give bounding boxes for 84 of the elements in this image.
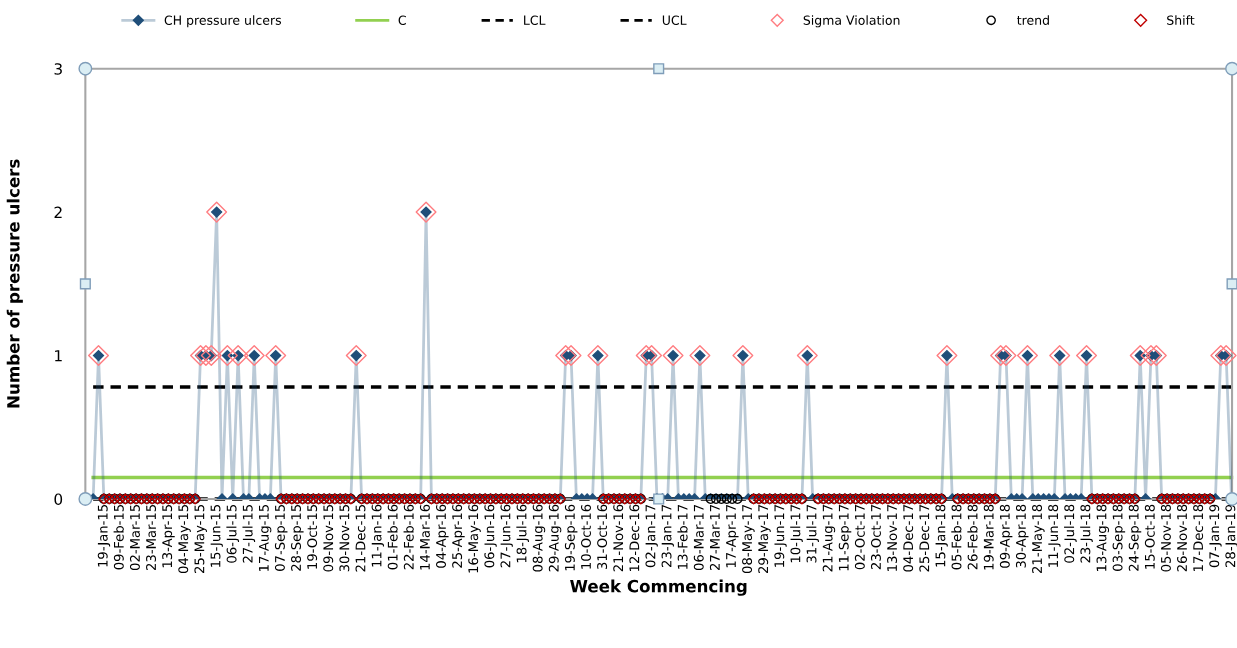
x-tick-label: 12-Dec-16 [629,504,640,572]
y-tick-label: 3 [54,63,62,75]
x-tick-label: 06-Mar-17 [693,504,704,571]
x-tick-label: 13-Apr-15 [162,504,175,568]
legend-label: UCL [662,15,687,25]
x-tick-label: 11-Jun-18 [1048,504,1061,567]
x-tick-label: 23-Jan-17 [661,504,674,568]
x-tick-label: 23-Mar-15 [146,504,157,571]
x-tick-label: 27-Jun-16 [500,504,513,568]
x-tick-label: 14-Mar-16 [419,504,430,570]
x-tick-label: 19-Mar-18 [983,504,994,570]
legend-label: Sigma Violation [803,15,900,28]
x-tick-label: 04-Apr-16 [436,504,449,568]
x-tick-label: 02-Mar-15 [129,504,140,571]
x-tick-label: 26-Nov-18 [1177,504,1188,572]
x-tick-label: 04-Dec-17 [903,504,914,572]
legend-label: trend [1017,15,1049,25]
x-tick-label: 29-Aug-16 [548,504,562,572]
y-axis-title: Number of pressure ulcers [6,159,23,408]
x-tick-label: 13-Feb-17 [677,504,688,569]
x-tick-label: 19-Jun-17 [774,504,787,567]
x-tick-label: 08-May-17 [742,504,755,574]
x-tick-label: 17-Apr-17 [726,504,739,568]
x-tick-label: 23-Jul-18 [1080,504,1093,563]
x-tick-label: 19-Sep-16 [564,504,578,571]
x-tick-label: 15-Jan-18 [935,504,948,567]
x-tick-label: 15-Jun-15 [210,504,223,567]
y-tick-label: 2 [54,206,62,218]
x-tick-label: 31-Jul-17 [806,504,819,563]
legend-label: C [398,15,406,25]
x-tick-label: 25-Dec-17 [919,504,930,572]
x-tick-label: 10-Oct-16 [581,504,591,569]
x-tick-label: 02-Oct-17 [854,504,865,570]
x-tick-label: 06-Jun-16 [484,504,497,568]
x-tick-label: 10-Jul-17 [790,504,803,563]
x-tick-label: 04-May-15 [178,504,191,574]
x-tick-label: 07-Jan-19 [1209,504,1222,568]
x-tick-label: 17-Aug-15 [258,504,272,571]
x-tick-label: 27-Mar-17 [709,504,720,571]
y-tick-label: 0 [54,493,63,505]
x-tick-label: 29-May-17 [758,504,771,573]
x-tick-label: 15-Oct-18 [1144,504,1155,569]
x-tick-label: 02-Jan-17 [645,504,658,568]
x-tick-label: 21-May-18 [1032,504,1045,573]
legend-label: LCL [524,15,546,25]
x-tick-label: 21-Nov-16 [613,504,624,572]
x-tick-label: 19-Oct-15 [307,504,318,569]
x-tick-label: 01-Feb-16 [387,504,398,570]
legend-label: CH pressure ulcers [164,15,282,28]
x-tick-label: 25-May-15 [194,504,207,573]
x-tick-label: 16-May-16 [468,504,481,573]
x-tick-label: 11-Jan-16 [371,504,385,567]
x-tick-label: 13-Nov-17 [887,504,898,571]
x-tick-label: 08-Aug-16 [532,504,546,572]
x-tick-label: 03-Sep-18 [1112,504,1126,571]
x-tick-label: 05-Nov-18 [1160,504,1171,572]
x-tick-label: 19-Jan-15 [97,504,111,567]
x-tick-label: 22-Feb-16 [403,504,414,570]
x-tick-label: 26-Feb-18 [967,504,978,570]
x-tick-label: 09-Feb-15 [113,504,124,570]
x-axis-title: Week Commencing [570,579,747,596]
legend-label: Shift [1167,15,1195,25]
x-tick-label: 30-Nov-15 [339,504,350,572]
x-tick-label: 21-Aug-17 [822,504,836,572]
x-tick-label: 17-Dec-18 [1193,504,1204,572]
x-tick-label: 28-Sep-15 [291,504,304,571]
x-tick-label: 21-Dec-15 [355,504,366,572]
x-tick-label: 23-Oct-17 [870,504,881,570]
x-tick-label: 28-Jan-19 [1225,504,1237,568]
x-tick-label: 06-Jul-15 [226,504,240,563]
x-tick-label: 30-Apr-18 [1015,504,1029,568]
x-tick-label: 05-Feb-18 [951,504,962,570]
x-tick-label: 09-Nov-15 [323,504,334,572]
x-tick-label: 09-Apr-18 [999,504,1013,568]
x-tick-label: 07-Sep-15 [274,504,288,571]
x-tick-label: 24-Sep-18 [1128,504,1142,571]
x-tick-label: 02-Jul-18 [1064,504,1077,563]
x-tick-label: 11-Sep-17 [838,504,852,571]
x-tick-label: 18-Jul-16 [516,504,529,563]
x-tick-label: 27-Jul-15 [242,504,256,563]
x-tick-label: 31-Oct-16 [597,504,608,570]
x-tick-label: 25-Apr-16 [452,504,465,568]
x-tick-label: 13-Aug-18 [1096,504,1110,571]
y-tick-label: 1 [55,350,62,362]
